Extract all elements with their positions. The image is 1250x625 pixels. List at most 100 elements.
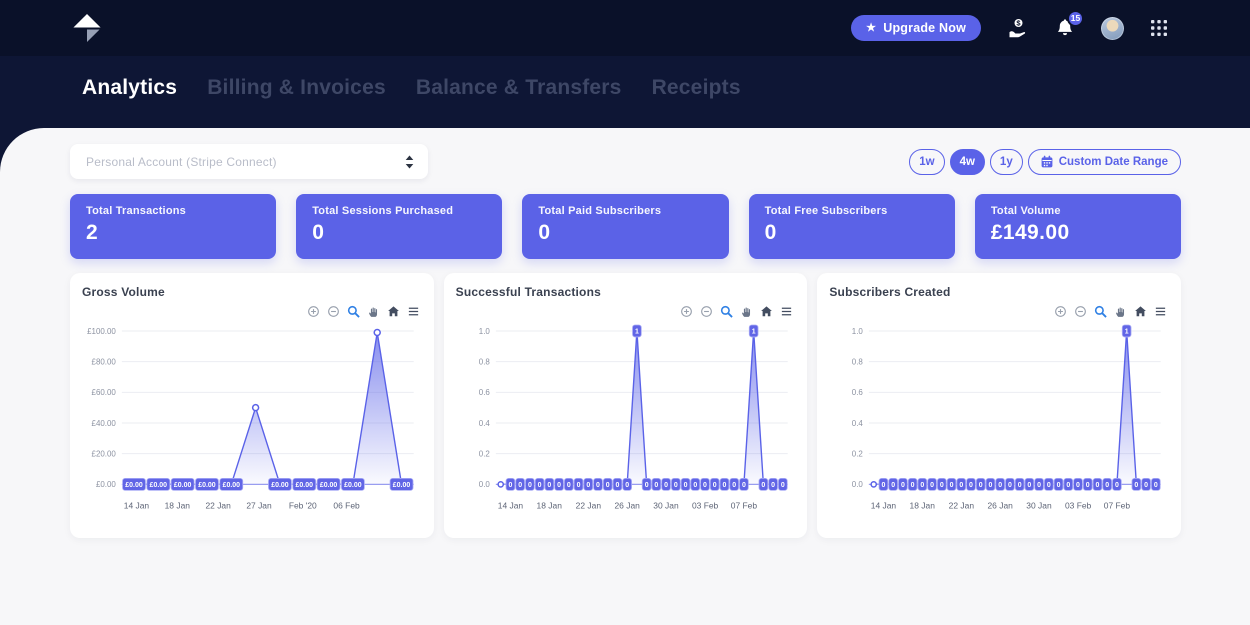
svg-text:0: 0: [664, 482, 668, 489]
stat-value: £149.00: [990, 221, 1070, 244]
svg-text:0: 0: [567, 482, 571, 489]
svg-text:£20.00: £20.00: [92, 449, 117, 458]
svg-text:26 Jan: 26 Jan: [988, 500, 1014, 510]
svg-text:0: 0: [683, 482, 687, 489]
svg-text:0: 0: [703, 482, 707, 489]
svg-text:£0.00: £0.00: [344, 482, 362, 489]
svg-text:£0.00: £0.00: [223, 482, 241, 489]
svg-text:0: 0: [693, 482, 697, 489]
svg-text:07 Feb: 07 Feb: [1104, 500, 1131, 510]
svg-text:0: 0: [892, 482, 896, 489]
tab-billing-invoices[interactable]: Billing & Invoices: [207, 76, 386, 99]
account-select[interactable]: Personal Account (Stripe Connect): [70, 144, 428, 179]
zoom-box-icon[interactable]: [720, 305, 734, 318]
svg-text:0: 0: [528, 482, 532, 489]
zoom-out-icon[interactable]: [700, 305, 713, 318]
nav-tabs: Analytics Billing & Invoices Balance & T…: [0, 56, 1250, 128]
tab-balance-transfers[interactable]: Balance & Transfers: [415, 76, 622, 99]
zoom-in-icon[interactable]: [680, 305, 693, 318]
svg-text:0: 0: [1145, 482, 1149, 489]
svg-text:0: 0: [761, 482, 765, 489]
account-select-value: Personal Account (Stripe Connect): [86, 154, 277, 169]
svg-text:1: 1: [751, 329, 755, 336]
subscribers-created-plot[interactable]: 1.00.80.60.40.20.0 0 0 0 0 0 0 0 0 0 0 0 0 0 0 0 0 0 0 0 0 0 0…: [829, 321, 1169, 516]
tab-receipts[interactable]: Receipts: [651, 76, 741, 99]
home-icon[interactable]: [387, 305, 400, 318]
svg-text:18 Jan: 18 Jan: [165, 500, 191, 510]
apps-menu-button[interactable]: [1150, 19, 1168, 37]
zoom-box-icon[interactable]: [347, 305, 360, 318]
tab-analytics[interactable]: Analytics: [82, 76, 178, 99]
svg-text:£0.00: £0.00: [125, 482, 143, 489]
svg-text:0: 0: [1018, 482, 1022, 489]
svg-text:26 Jan: 26 Jan: [614, 500, 640, 510]
menu-icon[interactable]: [780, 305, 793, 318]
svg-text:0: 0: [1154, 482, 1158, 489]
chart-toolbar: [456, 304, 796, 319]
profile-button[interactable]: [1101, 16, 1124, 40]
svg-text:0: 0: [1067, 482, 1071, 489]
home-icon[interactable]: [1134, 305, 1147, 318]
home-icon[interactable]: [760, 305, 773, 318]
range-1w-button[interactable]: 1w: [909, 148, 945, 175]
zoom-out-icon[interactable]: [327, 305, 340, 318]
custom-date-range-label: Custom Date Range: [1058, 155, 1168, 168]
svg-text:0: 0: [576, 482, 580, 489]
svg-text:0: 0: [732, 482, 736, 489]
gross-volume-plot[interactable]: £100.00 £80.00 £60.00 £40.00 £20.00 £0.00 £0.0…: [82, 321, 422, 516]
zoom-out-icon[interactable]: [1074, 305, 1087, 318]
pan-hand-icon[interactable]: [1114, 305, 1127, 318]
svg-text:0.2: 0.2: [852, 449, 864, 458]
svg-text:0: 0: [911, 482, 915, 489]
zoom-box-icon[interactable]: [1094, 305, 1107, 318]
successful-transactions-plot[interactable]: 1.00.80.60.40.20.0 0 0 0 0 0 0 0 0 0 0 0 0 010 0 0 0 0 0 0 0…: [456, 321, 796, 516]
svg-text:£60.00: £60.00: [92, 388, 117, 397]
range-4w-button[interactable]: 4w: [949, 148, 985, 175]
stat-value: 0: [538, 221, 551, 244]
svg-text:0: 0: [1115, 482, 1119, 489]
range-1y-button[interactable]: 1y: [989, 148, 1023, 175]
svg-text:0: 0: [605, 482, 609, 489]
svg-text:18 Jan: 18 Jan: [910, 500, 936, 510]
svg-text:0: 0: [940, 482, 944, 489]
svg-text:0: 0: [1057, 482, 1061, 489]
app-logo-icon[interactable]: [70, 12, 104, 44]
notifications-button[interactable]: 15: [1055, 9, 1084, 39]
zoom-in-icon[interactable]: [1054, 305, 1067, 318]
svg-text:0: 0: [882, 482, 886, 489]
svg-text:0: 0: [644, 482, 648, 489]
earnings-button[interactable]: $: [1007, 18, 1029, 39]
apps-grid-icon: [1151, 20, 1167, 36]
date-range-buttons: 1w 4w 1y Custom Date Range: [909, 148, 1181, 175]
svg-text:0: 0: [625, 482, 629, 489]
svg-text:0: 0: [596, 482, 600, 489]
svg-text:0: 0: [1076, 482, 1080, 489]
upgrade-now-button[interactable]: ★ Upgrade Now: [851, 15, 981, 41]
svg-text:0.0: 0.0: [478, 480, 490, 489]
chart-title: Gross Volume: [82, 285, 165, 299]
charts-row: Gross Volume £100.00 £80.00 £60.00 £40.00 £2…: [70, 273, 1182, 538]
svg-text:0: 0: [1135, 482, 1139, 489]
content-sheet: Personal Account (Stripe Connect) 1w 4w …: [0, 128, 1250, 625]
pan-hand-icon[interactable]: [740, 305, 753, 318]
svg-text:0.6: 0.6: [478, 388, 490, 397]
svg-text:Feb '20: Feb '20: [289, 500, 317, 510]
svg-text:0: 0: [1096, 482, 1100, 489]
custom-date-range-button[interactable]: Custom Date Range: [1027, 148, 1181, 175]
svg-text:0: 0: [1028, 482, 1032, 489]
stat-card-total-sessions-purchased: Total Sessions Purchased 0: [296, 194, 503, 259]
svg-text:14 Jan: 14 Jan: [871, 500, 897, 510]
zoom-in-icon[interactable]: [307, 305, 320, 318]
svg-text:0: 0: [979, 482, 983, 489]
menu-icon[interactable]: [1154, 305, 1167, 318]
svg-text:1.0: 1.0: [478, 327, 490, 336]
svg-text:£0.00: £0.00: [150, 482, 168, 489]
svg-text:0: 0: [1106, 482, 1110, 489]
svg-text:0: 0: [547, 482, 551, 489]
svg-text:1: 1: [635, 329, 639, 336]
menu-icon[interactable]: [407, 305, 420, 318]
chart-title: Subscribers Created: [829, 285, 951, 299]
svg-text:0: 0: [1008, 482, 1012, 489]
pan-hand-icon[interactable]: [367, 305, 380, 318]
stat-value: 0: [312, 221, 325, 244]
